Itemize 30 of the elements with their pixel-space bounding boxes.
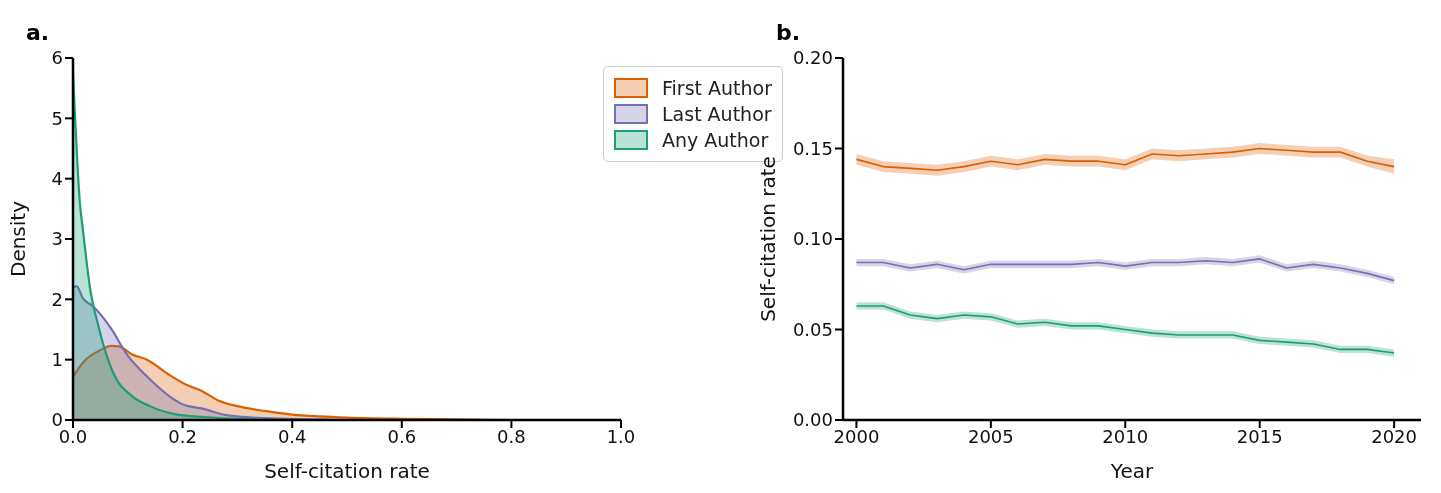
chart-title: b.: [776, 20, 801, 45]
y-tick-label: 1: [51, 349, 63, 371]
x-axis-title: Year: [1109, 459, 1154, 483]
y-axis-title: Density: [6, 200, 31, 278]
x-axis-title: Self-citation rate: [264, 459, 430, 483]
y-tick-label: 3: [51, 228, 63, 250]
y-tick-label: 0.20: [792, 47, 833, 69]
y-tick-label: 0.05: [792, 318, 833, 340]
legend-label: First Author: [662, 77, 772, 99]
y-tick-label: 5: [51, 107, 63, 129]
y-tick-label: 0.00: [792, 409, 833, 431]
x-tick-label: 0.6: [387, 425, 417, 447]
y-axis-title: Self-citation rate: [756, 156, 781, 322]
x-tick-label: 2015: [1236, 425, 1283, 447]
x-tick-label: 2005: [967, 425, 1014, 447]
x-tick-label: 0.2: [168, 425, 197, 447]
y-tick-label: 4: [51, 168, 63, 190]
y-tick-label: 6: [51, 47, 63, 69]
y-tick-label: 0.15: [792, 137, 833, 159]
x-tick-label: 1.0: [606, 425, 636, 447]
x-tick-label: 2000: [833, 425, 880, 447]
x-tick-label: 2010: [1102, 425, 1149, 447]
x-tick-label: 0.4: [277, 425, 307, 447]
y-tick-label: 2: [51, 288, 63, 310]
x-tick-label: 0.8: [497, 425, 526, 447]
y-tick-label: 0.10: [792, 228, 833, 250]
legend-label: Last Author: [662, 103, 772, 125]
x-tick-label: 2020: [1371, 425, 1418, 447]
legend-label: Any Author: [662, 129, 769, 151]
chart-title: a.: [26, 20, 50, 45]
